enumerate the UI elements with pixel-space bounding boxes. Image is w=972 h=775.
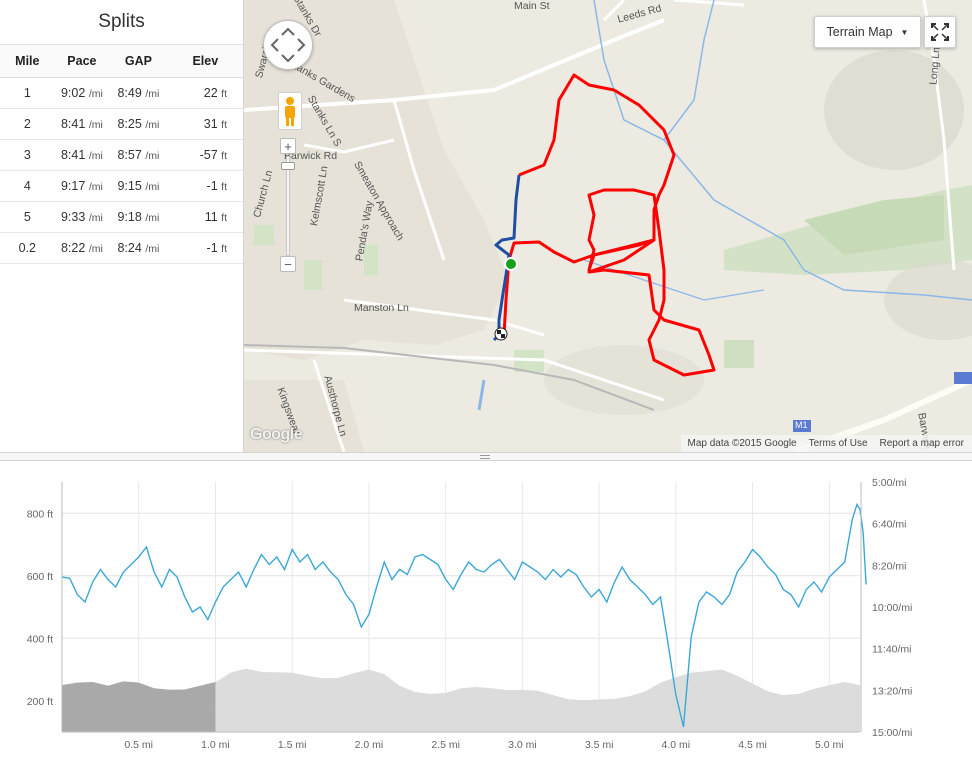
column-header-elev[interactable]: Elev [167, 45, 243, 78]
split-pace: 9:02 /mi [54, 77, 110, 109]
split-mile: 1 [0, 77, 55, 109]
table-row[interactable]: 2 8:41 /mi 8:25 /mi 31 ft [0, 108, 243, 140]
split-elev: -1 ft [167, 232, 243, 264]
splits-panel: Splits Mile Pace GAP Elev 1 9:02 /mi 8:4… [0, 0, 244, 452]
left-tick-label: 400 ft [27, 633, 53, 645]
street-view-pegman[interactable] [278, 92, 302, 130]
left-tick-label: 600 ft [27, 571, 53, 583]
elevation-area [62, 668, 860, 732]
pace-line [61, 502, 867, 728]
split-mile: 0.2 [0, 232, 55, 264]
split-pace: 8:41 /mi [54, 139, 110, 171]
split-pace: 8:41 /mi [54, 108, 110, 140]
x-tick-label: 1.0 mi [201, 739, 230, 751]
split-mile: 4 [0, 170, 55, 202]
table-row[interactable]: 1 9:02 /mi 8:49 /mi 22 ft [0, 77, 243, 109]
elevation-highlight-area [62, 681, 216, 732]
fullscreen-icon [931, 23, 949, 41]
x-tick-label: 1.5 mi [278, 739, 307, 751]
right-tick-label: 13:20/mi [872, 685, 912, 697]
map-canvas [244, 0, 972, 452]
split-elev: -57 ft [167, 139, 243, 171]
right-tick-label: 6:40/mi [872, 519, 906, 531]
zoom-control: + − [280, 138, 296, 274]
right-tick-label: 5:00/mi [872, 477, 906, 489]
split-elev: 22 ft [167, 77, 243, 109]
road-label: Manston Ln [354, 302, 409, 314]
column-header-gap[interactable]: GAP [109, 45, 168, 78]
split-gap: 8:25 /mi [109, 108, 168, 140]
zoom-in-button[interactable]: + [280, 138, 296, 154]
split-mile: 2 [0, 108, 55, 140]
split-pace: 8:22 /mi [54, 232, 110, 264]
column-header-pace[interactable]: Pace [54, 45, 110, 78]
report-error-link[interactable]: Report a map error [879, 438, 964, 449]
chart-canvas: 0.5 mi 1.0 mi 1.5 mi 2.0 mi 2.5 mi 3.0 mi 3.5 … [27, 477, 913, 751]
right-tick-label: 11:40/mi [872, 644, 912, 656]
right-tick-label: 15:00/mi [872, 727, 912, 739]
table-row[interactable]: 4 9:17 /mi 9:15 /mi -1 ft [0, 170, 243, 202]
zoom-slider-track[interactable] [286, 156, 290, 256]
pan-arrows-icon [270, 27, 306, 63]
elevation-pace-chart[interactable]: 0.5 mi 1.0 mi 1.5 mi 2.0 mi 2.5 mi 3.0 mi 3.5 … [0, 462, 972, 770]
split-gap: 8:57 /mi [109, 139, 168, 171]
split-elev: -1 ft [167, 170, 243, 202]
map-type-label: Terrain Map [826, 25, 893, 39]
table-row[interactable]: 5 9:33 /mi 9:18 /mi 11 ft [0, 201, 243, 233]
zoom-slider-thumb[interactable] [281, 162, 295, 170]
split-pace: 9:17 /mi [54, 170, 110, 202]
split-gap: 9:18 /mi [109, 201, 168, 233]
splits-title: Splits [0, 0, 243, 45]
left-tick-label: 200 ft [27, 696, 53, 708]
road-label: Barwick Rd [284, 150, 338, 162]
caret-down-icon: ▼ [900, 27, 909, 37]
x-tick-label: 4.5 mi [738, 739, 767, 751]
column-header-mile[interactable]: Mile [0, 45, 55, 78]
split-gap: 9:15 /mi [109, 170, 168, 202]
x-tick-label: 5.0 mi [815, 739, 844, 751]
finish-marker[interactable] [494, 327, 508, 341]
split-elev: 31 ft [167, 108, 243, 140]
split-mile: 5 [0, 201, 55, 233]
route-map[interactable]: Main St Leeds Rd Stanks Dr Swarcliffe St… [244, 0, 972, 452]
road-label: Main St [514, 0, 550, 12]
fullscreen-button[interactable] [924, 16, 956, 48]
split-gap: 8:24 /mi [109, 232, 168, 264]
terms-of-use-link[interactable]: Terms of Use [808, 438, 868, 449]
splits-header-row: Mile Pace GAP Elev [0, 45, 243, 78]
x-tick-label: 3.0 mi [508, 739, 537, 751]
left-tick-label: 800 ft [27, 508, 53, 520]
map-data-attribution: Map data ©2015 Google [687, 438, 797, 449]
x-tick-label: 4.0 mi [662, 739, 691, 751]
pegman-icon [285, 97, 295, 126]
x-tick-label: 0.5 mi [124, 739, 153, 751]
grip-icon [480, 455, 490, 459]
splits-table: Mile Pace GAP Elev 1 9:02 /mi 8:49 /mi 2… [0, 45, 243, 264]
split-gap: 8:49 /mi [109, 77, 168, 109]
resize-divider[interactable] [0, 452, 972, 461]
table-row[interactable]: 3 8:41 /mi 8:57 /mi -57 ft [0, 139, 243, 171]
split-pace: 9:33 /mi [54, 201, 110, 233]
split-elev: 11 ft [167, 201, 243, 233]
split-mile: 3 [0, 139, 55, 171]
x-tick-label: 2.0 mi [355, 739, 384, 751]
map-footer: Map data ©2015 Google Terms of Use Repor… [681, 435, 972, 452]
x-tick-label: 3.5 mi [585, 739, 614, 751]
table-row[interactable]: 0.2 8:22 /mi 8:24 /mi -1 ft [0, 232, 243, 264]
right-tick-label: 10:00/mi [872, 602, 912, 614]
road-label: M1 [795, 420, 808, 430]
start-marker[interactable] [504, 257, 518, 271]
right-tick-label: 8:20/mi [872, 560, 906, 572]
pan-control[interactable] [263, 20, 313, 70]
map-type-dropdown[interactable]: Terrain Map ▼ [814, 16, 921, 48]
zoom-out-button[interactable]: − [280, 256, 296, 272]
google-logo[interactable]: Google [250, 426, 303, 443]
x-tick-label: 2.5 mi [431, 739, 460, 751]
